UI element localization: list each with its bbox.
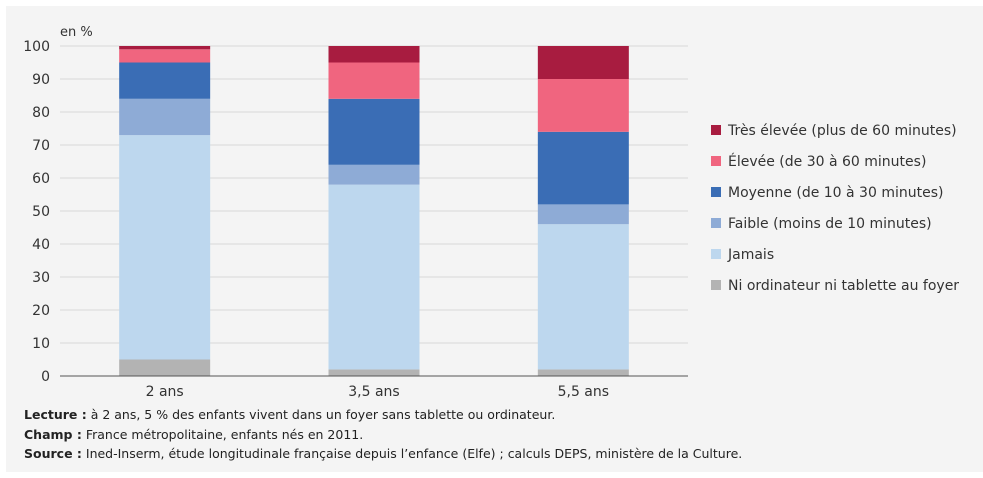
y-tick-label: 80 bbox=[32, 105, 50, 121]
bar-segment bbox=[537, 79, 629, 132]
bar-segment bbox=[119, 49, 211, 63]
bar-segment bbox=[328, 62, 420, 99]
legend-label: Moyenne (de 10 à 30 minutes) bbox=[728, 185, 943, 201]
legend-label: Élevée (de 30 à 60 minutes) bbox=[728, 153, 926, 170]
note-source: Source : Ined-Inserm, étude longitudinal… bbox=[24, 444, 742, 464]
bar-segment bbox=[537, 131, 629, 205]
legend-swatch bbox=[711, 280, 721, 290]
bar-segment bbox=[328, 46, 420, 63]
legend-label: Très élevée (plus de 60 minutes) bbox=[727, 123, 957, 139]
legend-swatch bbox=[711, 125, 721, 135]
y-tick-label: 100 bbox=[23, 39, 50, 55]
y-tick-label: 20 bbox=[32, 303, 50, 319]
y-tick-label: 50 bbox=[32, 204, 50, 220]
bar-segment bbox=[119, 46, 211, 50]
legend-swatch bbox=[711, 249, 721, 259]
note-champ: Champ : France métropolitaine, enfants n… bbox=[24, 425, 742, 445]
bar-segment bbox=[537, 369, 629, 376]
legend-label: Ni ordinateur ni tablette au foyer bbox=[728, 278, 959, 294]
legend-swatch bbox=[711, 187, 721, 197]
note-lecture-text: à 2 ans, 5 % des enfants vivent dans un … bbox=[86, 407, 556, 422]
bar-segment bbox=[119, 62, 211, 99]
note-champ-label: Champ : bbox=[24, 426, 82, 442]
y-tick-label: 10 bbox=[32, 336, 50, 352]
bar-segment bbox=[328, 369, 420, 376]
bar-segment bbox=[119, 98, 211, 136]
note-champ-text: France métropolitaine, enfants nés en 20… bbox=[81, 426, 364, 442]
y-tick-label: 0 bbox=[41, 369, 50, 385]
x-tick-label: 3,5 ans bbox=[348, 384, 399, 400]
legend-swatch bbox=[711, 218, 721, 228]
bar-segment bbox=[119, 135, 211, 360]
note-lecture-label: Lecture : bbox=[24, 407, 87, 422]
y-unit-label: en % bbox=[60, 25, 93, 40]
x-tick-label: 2 ans bbox=[146, 384, 184, 400]
bar-segment bbox=[119, 359, 211, 376]
legend-swatch bbox=[711, 156, 721, 166]
y-tick-label: 70 bbox=[32, 138, 50, 154]
bar-segment bbox=[328, 98, 420, 165]
x-tick-label: 5,5 ans bbox=[558, 384, 609, 400]
legend-label: Faible (moins de 10 minutes) bbox=[728, 216, 932, 232]
note-source-label: Source : bbox=[24, 446, 82, 461]
note-source-text: Ined-Inserm, étude longitudinale françai… bbox=[81, 446, 743, 461]
note-lecture: Lecture : à 2 ans, 5 % des enfants viven… bbox=[24, 405, 742, 425]
legend-label: Jamais bbox=[727, 247, 774, 263]
bar-segment bbox=[328, 164, 420, 185]
y-tick-label: 90 bbox=[32, 72, 50, 88]
y-tick-label: 40 bbox=[32, 237, 50, 253]
bar-segment bbox=[328, 184, 420, 370]
bar-segment bbox=[537, 46, 629, 79]
y-tick-label: 60 bbox=[32, 171, 50, 187]
y-tick-label: 30 bbox=[32, 270, 50, 286]
bar-segment bbox=[537, 224, 629, 370]
bar-segment bbox=[537, 204, 629, 225]
chart-notes: Lecture : à 2 ans, 5 % des enfants viven… bbox=[24, 405, 742, 464]
